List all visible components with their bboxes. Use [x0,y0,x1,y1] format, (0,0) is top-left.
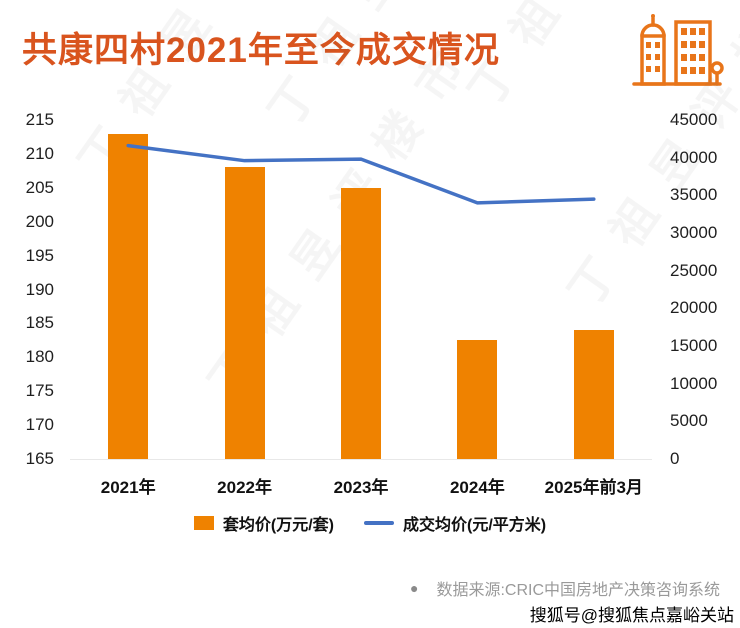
right-axis-tick: 10000 [670,373,718,393]
data-source-note: ● 数据来源:CRIC中国房地产决策咨询系统 [410,576,720,600]
x-axis-label-2024年: 2024年 [449,478,505,497]
publisher-watermark: 搜狐号@搜狐焦点嘉峪关站 [529,606,734,625]
left-axis-tick: 210 [25,143,54,163]
right-axis-tick: 15000 [670,336,718,355]
legend-item-bar: 套均价(万元/套) [193,511,334,535]
legend-bar-label: 套均价(万元/套) [222,517,334,534]
bullet-icon: ● [409,580,419,596]
x-axis-label-2021年: 2021年 [100,478,156,497]
left-axis-tick: 180 [25,347,54,367]
bar-2022年 [224,167,265,459]
left-axis-tick: 175 [25,381,54,401]
left-y-axis: 215 210 205 200 195 190 185 180 175 170 165 [14,110,60,468]
left-axis-tick: 170 [25,415,54,435]
x-axis-label-2023年: 2023年 [333,478,389,497]
x-axis-label-2025年前3月: 2025年前3月 [544,478,643,497]
bar-2025年前3月 [573,330,614,459]
right-axis-tick: 35000 [670,185,718,205]
right-axis-tick: 45000 [670,110,718,129]
bar-swatch-icon [193,516,214,530]
page-title: 共康四村2021年至今成交情况 [22,31,500,70]
source-text: 数据来源:CRIC中国房地产决策咨询系统 [436,582,720,599]
right-axis-tick: 0 [670,449,680,468]
plot-area: 丁祖昱评楼市 丁祖昱评楼市 丁祖昱评楼市 丁祖昱评楼市 丁祖昱评楼市 [68,0,740,460]
chart-legend: 套均价(万元/套) 成交均价(元/平方米) [0,508,740,538]
left-axis-tick: 195 [25,245,54,265]
right-y-axis: 45000 40000 35000 30000 25000 20000 15000 10000… [662,110,726,468]
left-axis-tick: 200 [25,211,54,231]
left-axis-tick: 215 [25,110,54,129]
left-axis-tick: 205 [25,177,54,197]
bar-2021年 [108,133,149,459]
right-axis-tick: 25000 [670,260,718,280]
bar-2023年 [341,187,381,459]
right-axis-tick: 30000 [670,223,718,242]
dual-axis-chart: 215 210 205 200 195 190 185 180 175 170 165 丁祖昱评楼市… [14,0,740,468]
line-swatch-icon [364,521,394,525]
right-axis-tick: 5000 [670,411,708,431]
left-axis-tick: 190 [25,279,54,299]
bar-series [70,120,652,459]
legend-item-line: 成交均价(元/平方米) [364,511,546,535]
x-axis-label-2022年: 2022年 [217,478,273,497]
left-axis-tick: 185 [25,313,54,333]
bar-2024年 [457,340,498,459]
legend-line-label: 成交均价(元/平方米) [403,517,547,534]
left-axis-tick: 165 [25,449,54,468]
right-axis-tick: 40000 [670,147,718,167]
right-axis-tick: 20000 [670,298,718,318]
buildings-icon [632,14,724,86]
x-axis-labels: 2021年 2022年 2023年 2024年 2025年前3月 [14,473,726,497]
